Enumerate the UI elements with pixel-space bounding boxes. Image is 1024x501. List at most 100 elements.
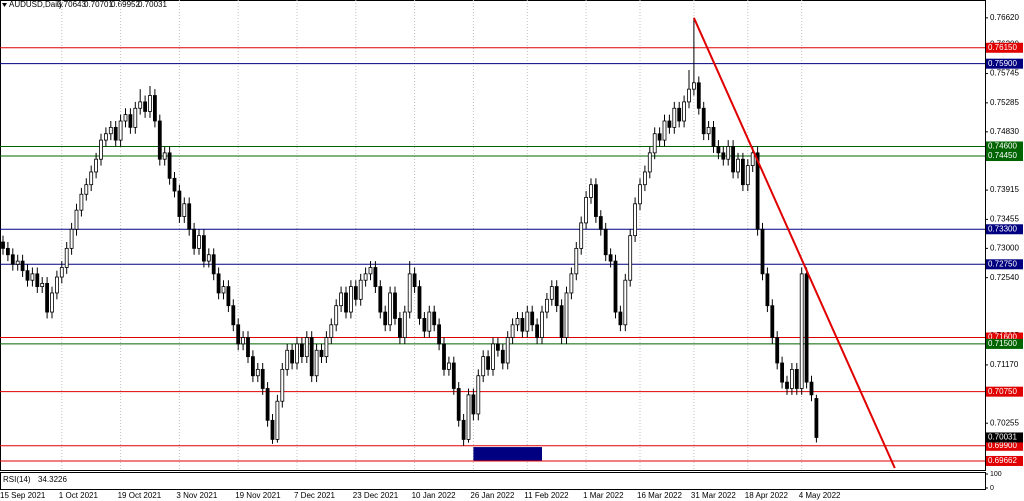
current-price-bg (986, 432, 1023, 443)
candle-body (128, 114, 133, 128)
candle-body (246, 337, 250, 358)
candle-body (45, 283, 49, 313)
candle-body (701, 107, 706, 135)
candle-body (466, 394, 471, 440)
candle-body (236, 324, 241, 345)
candle-body (785, 381, 789, 389)
candle-body (152, 95, 157, 122)
candle-body (741, 158, 745, 186)
x-tick-label: 7 Dec 2021 (294, 491, 335, 500)
candle-body (30, 273, 35, 281)
candle-body (373, 267, 378, 287)
level-label-bg (986, 224, 1023, 235)
level-label-bg (986, 259, 1023, 270)
candle-body (535, 324, 539, 338)
y-tick-label: 0.70255 (990, 418, 1019, 427)
candle-body (226, 286, 231, 307)
candle-body (790, 368, 794, 389)
candle-body (407, 273, 412, 313)
candle-body (89, 171, 94, 186)
candle-body (412, 273, 417, 287)
candle-body (64, 247, 69, 268)
candle-body (510, 324, 515, 338)
candle-body (446, 362, 451, 370)
candle-body (696, 82, 701, 109)
rsi-value: 34.3226 (38, 475, 67, 484)
candle-body (35, 273, 40, 287)
candle-body (613, 260, 618, 313)
candle-body (687, 88, 691, 103)
candle-body (383, 311, 388, 326)
candle-body (304, 337, 309, 358)
candle-body (368, 267, 373, 275)
candle-body (143, 101, 148, 112)
candle-body (765, 273, 770, 307)
candle-body (172, 177, 177, 192)
candle-body (211, 254, 216, 275)
candle-body (515, 318, 520, 326)
candle-body (814, 398, 819, 438)
candle-body (804, 273, 809, 383)
candle-body (530, 311, 535, 326)
candle-body (319, 349, 324, 358)
y-tick-label: 0.76620 (990, 13, 1019, 22)
candle-body (206, 254, 211, 262)
candle-body (348, 286, 353, 313)
level-label-bg (986, 338, 1023, 349)
candle-body (299, 343, 304, 358)
x-tick-label: 16 Mar 2022 (637, 491, 682, 500)
x-tick-label: 19 Oct 2021 (118, 491, 162, 500)
candle-body (799, 273, 804, 389)
level-label: 0.72750 (988, 259, 1017, 268)
candle-body (192, 228, 197, 249)
x-tick-label: 10 Jan 2022 (412, 491, 457, 500)
candle-body (20, 260, 25, 272)
candle-body (10, 254, 15, 265)
candle-body (255, 368, 260, 377)
candle-body (755, 152, 760, 230)
candle-body (270, 419, 275, 440)
y-tick-label: 0.75285 (990, 98, 1019, 107)
y-tick-label: 0.71170 (990, 360, 1019, 369)
level-label-bg (986, 455, 1023, 466)
candle-body (99, 139, 103, 160)
level-label: 0.69662 (988, 456, 1017, 465)
plot-frame (0, 0, 986, 471)
rsi-tick-label: 0 (990, 485, 994, 492)
candle-body (182, 203, 187, 217)
rsi-title: RSI(14) (3, 475, 31, 484)
candle-body (388, 292, 393, 326)
y-tick-label: 0.72540 (990, 273, 1019, 282)
candle-body (432, 311, 437, 326)
candle-body (309, 337, 314, 377)
candle-body (402, 311, 407, 338)
x-tick-label: 4 May 2022 (799, 491, 841, 500)
level-label-bg (986, 386, 1023, 397)
candle-body (706, 126, 711, 135)
last-open: 0.70643 (57, 0, 86, 9)
x-tick-label: 11 Feb 2022 (524, 491, 569, 500)
candle-body (520, 318, 525, 332)
candle-body (486, 356, 491, 370)
candle-body (393, 292, 397, 319)
candle-body (324, 337, 329, 358)
candle-body (187, 203, 192, 230)
y-tick-label: 0.73915 (990, 185, 1019, 194)
candle-body (113, 126, 118, 141)
x-tick-label: 3 Nov 2021 (176, 491, 217, 500)
candle-body (94, 158, 98, 173)
candle-body (148, 95, 152, 112)
candle-body (1, 241, 5, 249)
candle-body (672, 107, 677, 128)
candle-body (750, 152, 755, 166)
candle-body (603, 228, 608, 256)
candle-body (633, 203, 637, 237)
candle-body (314, 349, 319, 377)
candle-body (285, 349, 290, 370)
candle-body (628, 235, 633, 281)
last-low: 0.69952 (111, 0, 140, 9)
candle-body (549, 286, 554, 300)
candle-body (260, 368, 265, 389)
candle-body (280, 368, 285, 402)
candle-body (339, 292, 344, 307)
